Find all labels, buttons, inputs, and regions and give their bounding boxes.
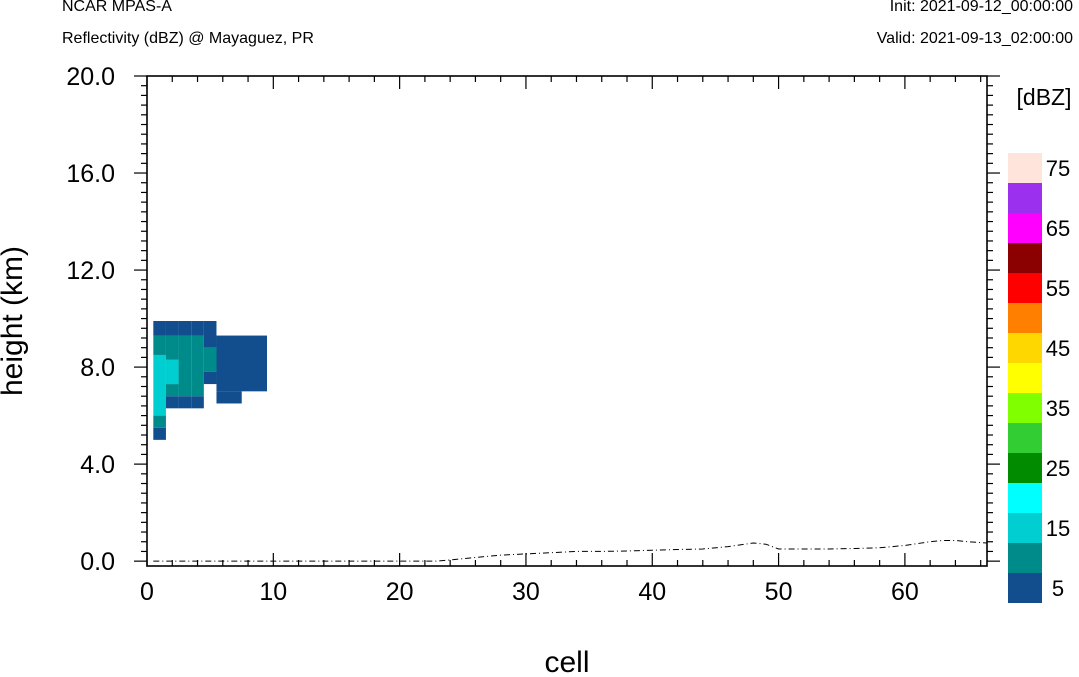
axis-ticks bbox=[134, 75, 1000, 566]
reflectivity-cell bbox=[153, 335, 166, 355]
reflectivity-cell bbox=[191, 321, 204, 336]
valid-time: Valid: 2021-09-13_02:00:00 bbox=[876, 30, 1073, 47]
reflectivity-cells bbox=[153, 321, 267, 440]
y-tick-label: 8.0 bbox=[80, 354, 115, 382]
colorbar-tick-label: 45 bbox=[1046, 336, 1070, 361]
y-tick-label: 0.0 bbox=[80, 548, 115, 576]
model-title: NCAR MPAS-A bbox=[62, 0, 172, 15]
field-subtitle: Reflectivity (dBZ) @ Mayaguez, PR bbox=[62, 30, 314, 47]
y-tick-label: 20.0 bbox=[66, 63, 115, 91]
colorbar-tick-label: 75 bbox=[1046, 156, 1070, 181]
reflectivity-cell bbox=[191, 396, 204, 409]
colorbar-swatch bbox=[1008, 333, 1042, 363]
colorbar-tick-label: 5 bbox=[1052, 576, 1064, 601]
init-time: Init: 2021-09-12_00:00:00 bbox=[889, 0, 1073, 15]
colorbar-swatch bbox=[1008, 453, 1042, 483]
colorbar-swatch bbox=[1008, 183, 1042, 213]
colorbar-swatch bbox=[1008, 213, 1042, 243]
x-tick-label: 20 bbox=[386, 578, 414, 606]
x-tick-label: 60 bbox=[891, 578, 919, 606]
reflectivity-cell bbox=[165, 384, 179, 397]
x-tick-label: 40 bbox=[638, 578, 666, 606]
colorbar-swatch bbox=[1008, 393, 1042, 423]
colorbar-swatch bbox=[1008, 363, 1042, 393]
x-tick-label: 50 bbox=[765, 578, 793, 606]
colorbar: 5 15 25 35 45 55 65 75 bbox=[1008, 153, 1070, 603]
colorbar-tick-label: 25 bbox=[1046, 456, 1070, 481]
reflectivity-cell bbox=[203, 321, 217, 348]
reflectivity-cell bbox=[203, 371, 217, 385]
colorbar-swatch bbox=[1008, 303, 1042, 333]
reflectivity-cell bbox=[178, 335, 192, 397]
reflectivity-cell bbox=[153, 321, 166, 336]
x-tick-label: 0 bbox=[140, 578, 154, 606]
reflectivity-cell bbox=[153, 427, 166, 440]
reflectivity-cell bbox=[191, 335, 204, 397]
reflectivity-cell bbox=[153, 415, 166, 428]
x-tick-label: 10 bbox=[259, 578, 287, 606]
colorbar-swatch bbox=[1008, 483, 1042, 513]
x-axis-label: cell bbox=[544, 646, 589, 677]
colorbar-swatch bbox=[1008, 423, 1042, 453]
reflectivity-cell bbox=[165, 359, 179, 385]
plot-frame bbox=[146, 75, 988, 567]
terrain-line bbox=[153, 540, 988, 562]
reflectivity-cell bbox=[165, 321, 179, 336]
axis-tick-labels: 0 10 20 30 40 50 60 0.0 4.0 8.0 12.0 16.0 20.0 bbox=[66, 63, 918, 606]
colorbar-unit-label: [dBZ] bbox=[1017, 84, 1072, 110]
reflectivity-cell bbox=[216, 391, 242, 404]
reflectivity-cell bbox=[153, 354, 166, 416]
y-tick-label: 4.0 bbox=[80, 451, 115, 479]
y-axis-label: height (km) bbox=[0, 246, 29, 396]
reflectivity-cell bbox=[203, 347, 217, 372]
colorbar-swatch bbox=[1008, 573, 1042, 603]
reflectivity-cell bbox=[178, 396, 192, 409]
y-tick-label: 16.0 bbox=[66, 160, 115, 188]
colorbar-tick-label: 35 bbox=[1046, 396, 1070, 421]
colorbar-swatch bbox=[1008, 243, 1042, 273]
reflectivity-cell bbox=[165, 396, 179, 409]
colorbar-swatch bbox=[1008, 153, 1042, 183]
colorbar-tick-label: 55 bbox=[1046, 276, 1070, 301]
colorbar-swatch bbox=[1008, 273, 1042, 303]
colorbar-tick-label: 65 bbox=[1046, 216, 1070, 241]
colorbar-swatch bbox=[1008, 543, 1042, 573]
colorbar-tick-label: 15 bbox=[1046, 516, 1070, 541]
colorbar-swatch bbox=[1008, 513, 1042, 543]
reflectivity-cell bbox=[178, 321, 192, 336]
y-tick-label: 12.0 bbox=[66, 257, 115, 285]
reflectivity-cell bbox=[216, 335, 267, 392]
reflectivity-cell bbox=[165, 335, 179, 360]
x-tick-label: 30 bbox=[512, 578, 540, 606]
